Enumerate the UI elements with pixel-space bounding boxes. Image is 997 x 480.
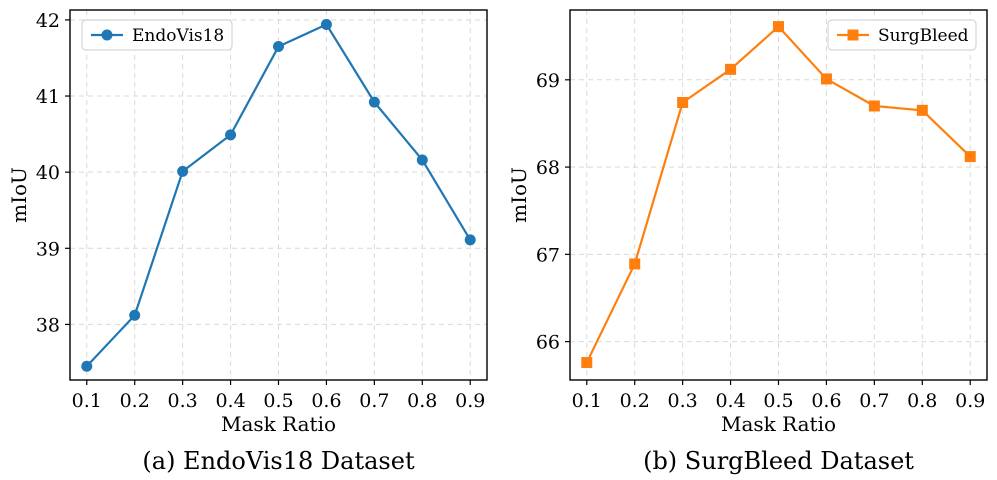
- data-point: [677, 97, 689, 108]
- x-tick-label: 0.1: [572, 390, 602, 412]
- y-tick-label: 67: [536, 244, 560, 266]
- y-axis-label: mIoU: [507, 167, 531, 223]
- data-point: [177, 165, 189, 177]
- x-axis-label: Mask Ratio: [221, 412, 336, 436]
- x-tick-label: 0.7: [859, 390, 889, 412]
- x-tick-label: 0.4: [215, 390, 245, 412]
- x-tick-label: 0.9: [955, 390, 985, 412]
- data-point: [629, 258, 641, 270]
- y-tick-label: 42: [36, 10, 60, 32]
- x-tick-label: 0.2: [620, 390, 650, 412]
- legend: SurgBleed: [827, 19, 977, 51]
- data-point: [81, 360, 93, 372]
- data-point: [225, 129, 237, 141]
- data-point: [273, 41, 284, 53]
- x-tick-label: 0.6: [311, 390, 341, 412]
- y-tick-label: 41: [36, 86, 60, 108]
- legend-box: [81, 19, 233, 51]
- legend-box: [827, 19, 977, 51]
- data-point: [820, 73, 832, 85]
- data-point: [725, 63, 737, 75]
- data-point: [581, 357, 593, 369]
- data-point: [320, 18, 332, 30]
- data-point: [916, 104, 928, 116]
- x-tick-label: 0.6: [811, 390, 841, 412]
- y-tick-label: 68: [536, 157, 560, 179]
- chart-caption: (a) EndoVis18 Dataset: [142, 447, 415, 475]
- x-tick-label: 0.7: [359, 390, 389, 412]
- x-tick-label: 0.5: [263, 390, 293, 412]
- x-tick-label: 0.4: [715, 390, 745, 412]
- chart-caption: (b) SurgBleed Dataset: [643, 447, 914, 475]
- data-point: [964, 151, 976, 163]
- x-tick-label: 0.3: [668, 390, 698, 412]
- data-point: [416, 154, 428, 166]
- legend-marker: [101, 29, 113, 41]
- data-point: [129, 309, 141, 321]
- legend-label: SurgBleed: [878, 26, 969, 46]
- y-tick-label: 38: [36, 314, 60, 336]
- data-point: [368, 96, 380, 108]
- legend-marker: [847, 29, 859, 41]
- y-tick-label: 40: [36, 162, 60, 184]
- x-axis-label: Mask Ratio: [721, 412, 836, 436]
- x-tick-label: 0.8: [907, 390, 937, 412]
- data-point: [773, 21, 784, 33]
- y-axis-label: mIoU: [7, 167, 31, 223]
- x-tick-label: 0.2: [120, 390, 150, 412]
- chart-1: 0.1 0.2 0.3 0.4 0.5 0.6 0.7 0.8 0.9 38 39 40 41 42 Mas…: [7, 9, 488, 475]
- data-point: [464, 234, 476, 246]
- x-tick-label: 0.9: [455, 390, 485, 412]
- chart-2: 0.1 0.2 0.3 0.4 0.5 0.6 0.7 0.8 0.9 66 67 68 69 Mask …: [507, 9, 988, 475]
- x-tick-label: 0.5: [763, 390, 793, 412]
- y-tick-label: 69: [536, 70, 560, 92]
- data-point: [868, 100, 880, 112]
- x-tick-label: 0.8: [407, 390, 437, 412]
- y-tick-label: 66: [536, 332, 560, 354]
- x-tick-label: 0.3: [168, 390, 198, 412]
- x-tick-label: 0.1: [72, 390, 102, 412]
- y-tick-label: 39: [36, 238, 60, 260]
- legend: EndoVis18: [81, 19, 233, 51]
- legend-label: EndoVis18: [132, 26, 224, 46]
